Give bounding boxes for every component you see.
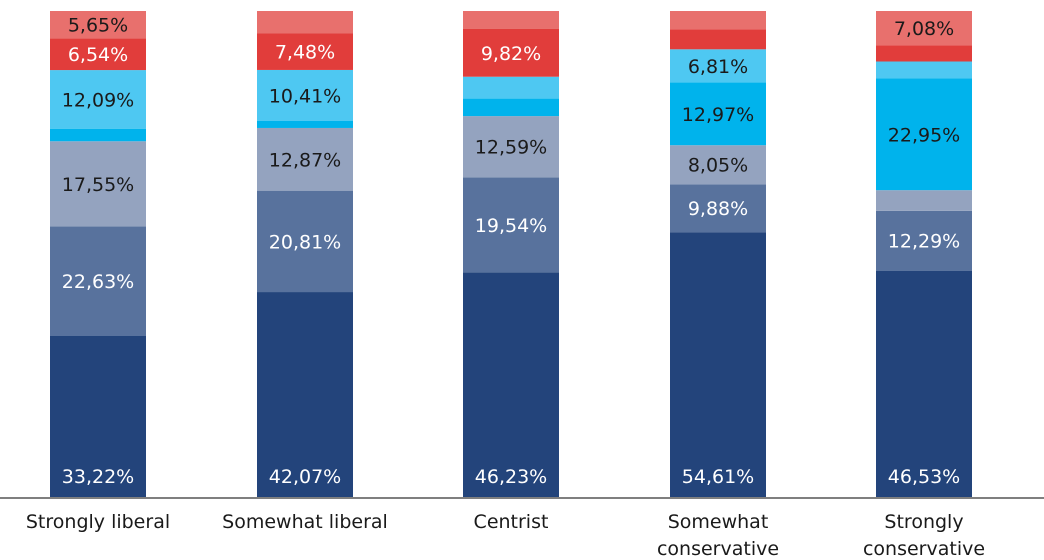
bar-segment (463, 11, 559, 29)
bar-segment (257, 190, 353, 293)
bar-segment (257, 11, 353, 34)
bar-segment (257, 69, 353, 121)
bar-segment (257, 127, 353, 191)
category-label-line: Somewhat liberal (222, 511, 388, 533)
bar-segment (876, 61, 972, 79)
bar-segment (670, 82, 766, 146)
data-label: 12,29% (888, 231, 960, 253)
category-label-line: conservative (657, 538, 779, 560)
bar-segment (50, 70, 146, 129)
bar-segment (670, 11, 766, 30)
bar-segment (50, 11, 146, 39)
bars-layer (50, 11, 972, 497)
data-label: 22,63% (62, 271, 134, 293)
bar-segment (463, 28, 559, 77)
bar-segment (670, 184, 766, 233)
bar-segment (670, 29, 766, 50)
data-label: 22,95% (888, 124, 960, 146)
bar-segment (876, 210, 972, 271)
data-label: 19,54% (475, 215, 547, 237)
bar-segment (463, 177, 559, 273)
bar-segment (257, 33, 353, 70)
data-label: 12,97% (682, 104, 754, 126)
bar-segment (257, 292, 353, 497)
category-labels-layer: Strongly liberal Somewhat liberal Centrist… (26, 511, 985, 560)
data-label: 33,22% (62, 466, 134, 488)
category-label: Somewhat liberal (222, 511, 388, 533)
category-label: Strongly conservative (863, 511, 985, 560)
bar-segment (670, 145, 766, 185)
data-label: 5,65% (68, 15, 128, 37)
bar-segment (257, 120, 353, 128)
bar-segment (50, 226, 146, 337)
data-label: 17,55% (62, 174, 134, 196)
bar-segment (876, 190, 972, 211)
bar-segment (876, 78, 972, 191)
data-label: 12,59% (475, 137, 547, 159)
data-label: 9,88% (688, 198, 748, 220)
data-label: 42,07% (269, 466, 341, 488)
bar-segment (876, 270, 972, 497)
category-label-line: Somewhat (668, 511, 769, 533)
bar-segment (876, 45, 972, 62)
data-label: 8,05% (688, 155, 748, 177)
bar-segment (50, 336, 146, 497)
bar-segment (876, 11, 972, 46)
data-label: 6,54% (68, 44, 128, 66)
data-label: 10,41% (269, 85, 341, 107)
data-label: 54,61% (682, 466, 754, 488)
bar-segment (670, 232, 766, 497)
data-label: 46,53% (888, 466, 960, 488)
category-label-line: Strongly liberal (26, 511, 170, 533)
data-label: 7,08% (894, 18, 954, 40)
bar-segment (670, 49, 766, 83)
bar-segment (463, 116, 559, 178)
category-label-line: Strongly (884, 511, 963, 533)
data-label: 6,81% (688, 56, 748, 78)
category-label-line: Centrist (474, 511, 549, 533)
data-labels-layer: 33,22% 22,63% 17,55% 12,09% 6,54% 5,65% 42,07%… (62, 15, 960, 488)
data-label: 7,48% (275, 42, 335, 64)
category-label: Somewhat conservative (657, 511, 779, 560)
bar-segment (463, 98, 559, 117)
category-label: Centrist (474, 511, 549, 533)
data-label: 9,82% (481, 43, 541, 65)
category-label: Strongly liberal (26, 511, 170, 533)
category-label-line: conservative (863, 538, 985, 560)
bar-segment (50, 38, 146, 71)
bar-segment (463, 272, 559, 497)
data-label: 20,81% (269, 231, 341, 253)
data-label: 12,87% (269, 149, 341, 171)
data-label: 12,09% (62, 89, 134, 111)
bar-segment (50, 141, 146, 227)
bar-segment (50, 128, 146, 142)
data-label: 46,23% (475, 466, 547, 488)
bar-segment (463, 76, 559, 99)
